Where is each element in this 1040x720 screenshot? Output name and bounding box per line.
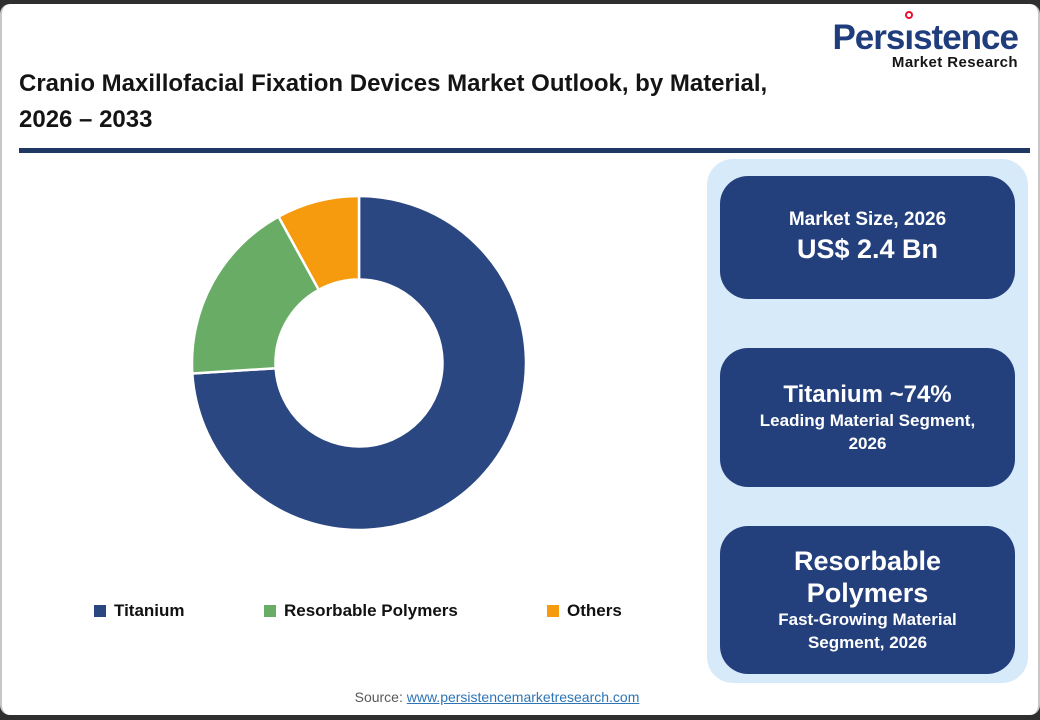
leading-segment-card: Titanium ~74% Leading Material Segment, … bbox=[720, 348, 1015, 487]
page-title-line2: 2026 – 2033 bbox=[19, 106, 153, 133]
legend-swatch-resorbable-polymers bbox=[264, 605, 276, 617]
page-title-line1: Cranio Maxillofacial Fixation Devices Ma… bbox=[19, 70, 768, 97]
legend-label-resorbable-polymers: Resorbable Polymers bbox=[284, 601, 458, 620]
legend-swatch-others bbox=[547, 605, 559, 617]
logo-red-dot-icon bbox=[904, 11, 913, 19]
donut-chart bbox=[179, 183, 539, 543]
legend-item-resorbable-polymers: Resorbable Polymers bbox=[264, 601, 458, 621]
legend-swatch-titanium bbox=[94, 605, 106, 617]
leading-segment-card-title: Titanium ~74% bbox=[783, 380, 952, 408]
legend-label-titanium: Titanium bbox=[114, 601, 185, 620]
donut-chart-svg bbox=[190, 194, 528, 532]
market-size-card: Market Size, 2026 US$ 2.4 Bn bbox=[720, 176, 1015, 299]
market-size-card-value: US$ 2.4 Bn bbox=[796, 233, 939, 264]
persistence-market-research-logo: Persı stence Market Research bbox=[832, 11, 1019, 72]
legend-item-others: Others bbox=[547, 601, 622, 621]
legend-item-titanium: Titanium bbox=[94, 601, 185, 621]
fast-growing-segment-card-title: Resorbable Polymers bbox=[793, 545, 942, 609]
source-line: Source: www.persistencemarketresearch.co… bbox=[2, 689, 992, 705]
logo-brand-text: Persı stence bbox=[832, 11, 1019, 55]
donut-slice-resorbable-polymers bbox=[190, 215, 321, 375]
legend-label-others: Others bbox=[567, 601, 622, 620]
title-underline bbox=[19, 148, 1030, 153]
highlights-panel: Market Size, 2026 US$ 2.4 Bn Titanium ~7… bbox=[707, 159, 1028, 683]
donut-slice-others bbox=[277, 194, 361, 292]
leading-segment-card-subtitle: Leading Material Segment, 2026 bbox=[759, 410, 976, 453]
fast-growing-segment-card-subtitle: Fast-Growing Material Segment, 2026 bbox=[778, 610, 957, 653]
source-link[interactable]: www.persistencemarketresearch.com bbox=[406, 689, 640, 705]
fast-growing-segment-card: Resorbable Polymers Fast-Growing Materia… bbox=[720, 526, 1015, 674]
slide-canvas: Persı stence Market Research Cranio Maxil… bbox=[0, 4, 1040, 715]
donut-slice-titanium bbox=[191, 194, 528, 532]
market-size-card-title: Market Size, 2026 bbox=[788, 209, 947, 231]
page-title: Cranio Maxillofacial Fixation Devices Ma… bbox=[19, 66, 949, 138]
source-label: Source: bbox=[354, 689, 403, 705]
logo-subtitle: Market Research bbox=[891, 54, 1018, 71]
